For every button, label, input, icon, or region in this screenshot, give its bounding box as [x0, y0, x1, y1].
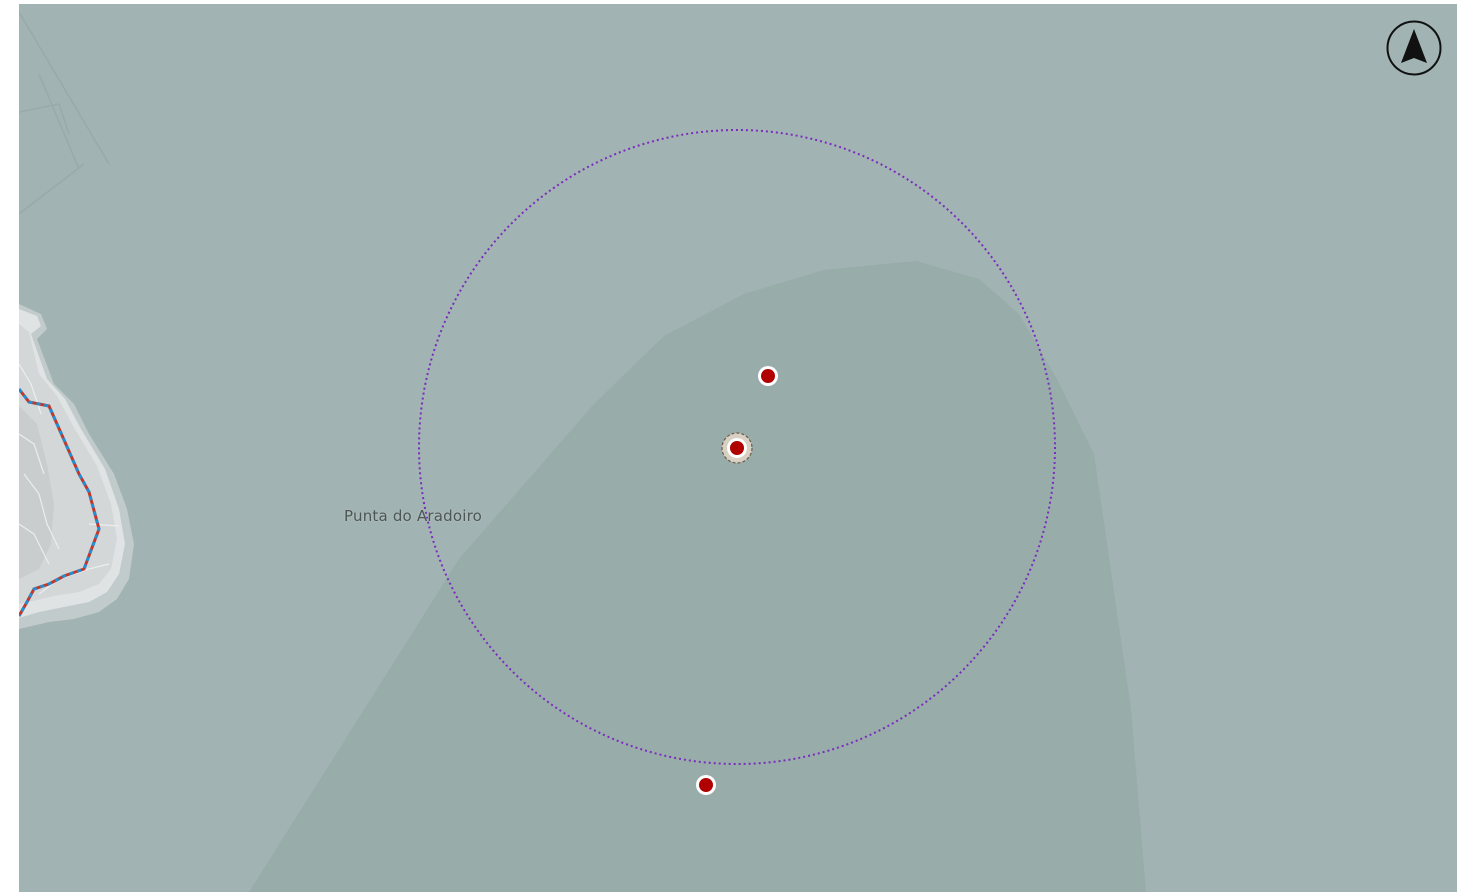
poi-marker-center[interactable] — [721, 432, 753, 464]
north-arrow-icon — [1386, 20, 1442, 76]
poi-marker-south[interactable] — [696, 775, 716, 795]
compass-north-button[interactable] — [1386, 20, 1442, 76]
land-area — [19, 304, 134, 629]
place-label-punta-do-aradoiro: Punta do Aradoiro — [344, 507, 483, 525]
shallow-water-zone — [249, 261, 1146, 892]
map-canvas[interactable]: Punta do Aradoiro — [19, 4, 1457, 892]
poi-marker-north[interactable] — [758, 366, 778, 386]
hiking-trail — [19, 388, 101, 617]
harbor-lines — [19, 11, 110, 215]
search-radius-circle — [418, 129, 1056, 765]
map-layer[interactable] — [19, 4, 1457, 892]
